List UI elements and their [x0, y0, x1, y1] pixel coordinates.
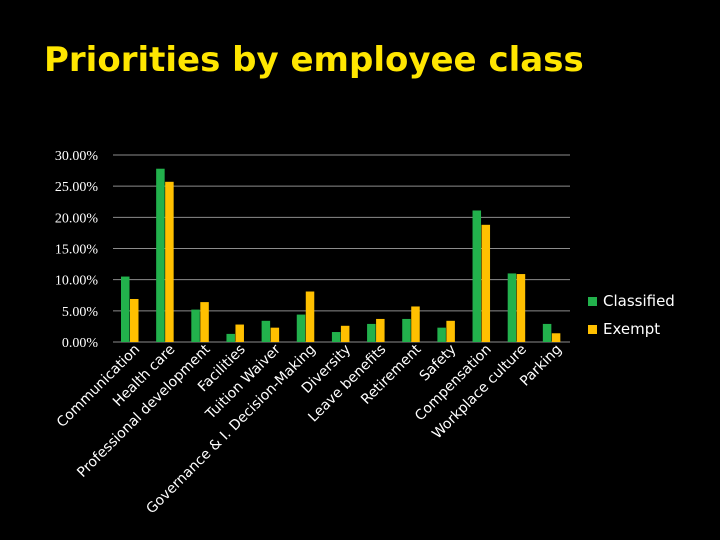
- bar-classified-4: [261, 320, 271, 342]
- bar-chart: 0.00% 5.00% 10.00% 15.00% 20.00% 25.00% 30.00%…: [54, 149, 675, 517]
- bar-exempt-3: [235, 324, 244, 342]
- bar-exempt-9: [446, 320, 455, 342]
- y-tick-label: 10.00%: [55, 274, 99, 289]
- y-tick-label: 0.00%: [62, 336, 99, 351]
- bar-classified-3: [226, 333, 235, 342]
- slide-title: Priorities by employee class: [44, 40, 584, 80]
- bar-exempt-4: [270, 327, 280, 342]
- bar-exempt-6: [340, 325, 350, 342]
- bar-exempt-8: [411, 306, 420, 342]
- bar-classified-6: [331, 332, 341, 342]
- y-tick-label: 15.00%: [55, 243, 99, 258]
- y-tick-label: 25.00%: [55, 180, 99, 195]
- bar-classified-2: [191, 309, 200, 342]
- bar-exempt-0: [130, 298, 139, 342]
- bar-exempt-7: [376, 318, 385, 342]
- bar-classified-8: [402, 318, 411, 342]
- legend-label-classified: Classified: [603, 292, 675, 310]
- bar-exempt-10: [481, 224, 491, 342]
- bar-classified-12: [542, 323, 552, 342]
- legend-label-exempt: Exempt: [603, 320, 660, 338]
- bar-classified-7: [367, 323, 376, 342]
- bar-exempt-2: [200, 302, 209, 342]
- bar-classified-0: [121, 276, 130, 342]
- bar-classified-9: [437, 327, 446, 342]
- bar-exempt-1: [165, 181, 174, 342]
- bar-classified-10: [472, 210, 482, 342]
- bar-classified-5: [296, 314, 306, 342]
- bar-classified-1: [156, 168, 165, 342]
- legend-swatch-exempt: [588, 325, 597, 334]
- bar-classified-11: [507, 273, 517, 342]
- y-tick-label: 20.00%: [55, 211, 99, 226]
- y-tick-label: 30.00%: [55, 149, 99, 164]
- bar-exempt-11: [516, 274, 526, 342]
- title-band: Priorities by employee class: [0, 0, 720, 112]
- bar-exempt-5: [305, 291, 315, 342]
- y-tick-label: 5.00%: [62, 305, 99, 320]
- chart-area: 0.00% 5.00% 10.00% 15.00% 20.00% 25.00% 30.00%…: [0, 112, 720, 540]
- bar-exempt-12: [551, 333, 561, 342]
- legend-swatch-classified: [588, 297, 597, 306]
